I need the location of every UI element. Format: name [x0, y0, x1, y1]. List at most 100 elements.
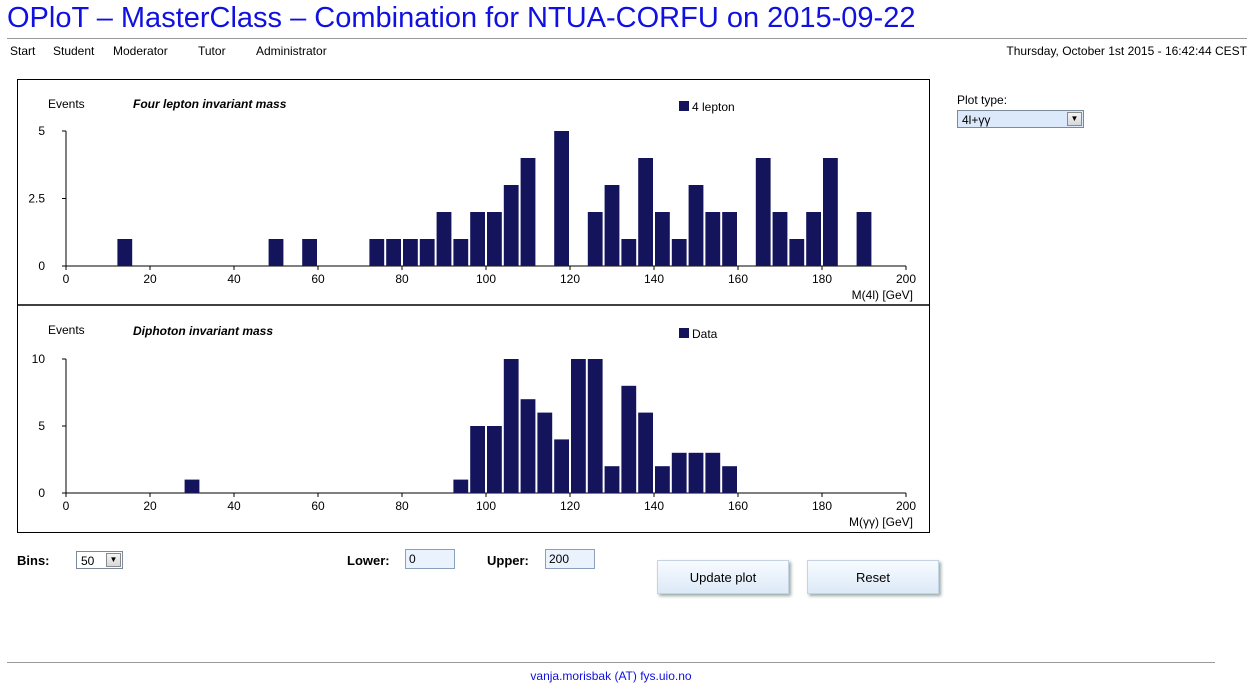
panel1-x-tick-label: 20: [143, 272, 157, 286]
panel2-bar: [638, 412, 653, 493]
plot-panel: 0 2.5 5 0 20 40 60 80 100 120 140 160 180 200 Events Fo…: [17, 79, 930, 533]
panel2-x-tick-label: 20: [143, 499, 157, 513]
panel1-bar: [487, 212, 502, 266]
panel1-bar: [117, 239, 133, 266]
panel2-legend-label: Data: [692, 327, 718, 341]
panel2-y-axis-label: Events: [48, 323, 85, 337]
footer-divider: [7, 662, 1215, 663]
panel1-x-tick-label: 40: [227, 272, 241, 286]
panel2-x-tick-label: 0: [63, 499, 70, 513]
panel1-bar: [621, 239, 637, 266]
panel2-bar: [487, 426, 502, 493]
panel1-bar: [302, 239, 317, 266]
chevron-down-icon[interactable]: ▼: [106, 553, 121, 567]
upper-input[interactable]: [545, 549, 595, 569]
panel1-x-tick-label: 180: [812, 272, 832, 286]
lower-label: Lower:: [347, 553, 390, 568]
panel1-bar: [823, 158, 838, 266]
panel1-bar: [755, 158, 771, 266]
panel1-x-tick-label: 140: [644, 272, 664, 286]
panel1-bar: [856, 212, 872, 266]
panel1-x-tick-label: 160: [728, 272, 748, 286]
panel2-bar: [671, 452, 687, 493]
panel1-bar: [688, 185, 704, 266]
panel1-y-tick-label: 0: [38, 259, 45, 273]
nav-administrator[interactable]: Administrator: [256, 44, 327, 58]
lower-input[interactable]: [405, 549, 455, 569]
panel1-bar: [604, 185, 620, 266]
panel2-x-tick-label: 140: [644, 499, 664, 513]
bins-label: Bins:: [17, 553, 50, 568]
reset-button[interactable]: Reset: [807, 560, 939, 594]
nav-tutor[interactable]: Tutor: [198, 44, 226, 58]
panel2-bar: [705, 452, 721, 493]
panel2-bar: [184, 479, 200, 493]
panel1-bar: [470, 212, 485, 266]
panel1-bar: [503, 185, 519, 266]
panel2-x-tick-label: 180: [812, 499, 832, 513]
plot-type-select[interactable]: 4l+γγ ▼: [957, 110, 1084, 128]
panel2-bar: [503, 359, 519, 493]
panel2-bar: [453, 479, 469, 493]
nav-student[interactable]: Student: [53, 44, 95, 58]
plot-type-value: 4l+γγ: [962, 113, 991, 127]
panel2-bar: [621, 385, 637, 493]
panel1-legend-swatch: [679, 101, 689, 111]
panel1-bar: [705, 212, 721, 266]
panel1-bar: [268, 239, 284, 266]
panel2-bar: [470, 426, 485, 493]
upper-label: Upper:: [487, 553, 529, 568]
panel1-bar: [554, 131, 569, 266]
panel1-x-tick-label: 120: [560, 272, 580, 286]
panel1-bar: [587, 212, 603, 266]
panel1-bar: [386, 239, 401, 266]
nav-moderator[interactable]: Moderator: [113, 44, 168, 58]
panel2-x-axis-label: M(γγ) [GeV]: [849, 515, 913, 529]
panel1-x-tick-label: 60: [311, 272, 325, 286]
panel2-bar: [571, 359, 586, 493]
panel1-bar: [453, 239, 469, 266]
panel2-chart-title: Diphoton invariant mass: [133, 324, 273, 338]
footer-contact[interactable]: vanja.morisbak (AT) fys.uio.no: [530, 669, 692, 683]
panel1-bar: [806, 212, 821, 266]
panel2-y-tick-label: 0: [38, 486, 45, 500]
panel1-bar: [419, 239, 435, 266]
panel1-x-tick-label: 0: [63, 272, 70, 286]
panel1-y-axis-label: Events: [48, 97, 85, 111]
panel2-x-tick-label: 100: [476, 499, 496, 513]
nav-start[interactable]: Start: [10, 44, 36, 58]
panel1-bar: [655, 212, 670, 266]
panel1-y-tick-label: 5: [38, 124, 45, 138]
panel1-bar: [789, 239, 805, 266]
update-plot-button[interactable]: Update plot: [657, 560, 789, 594]
page-title: OPloT – MasterClass – Combination for NT…: [7, 2, 916, 34]
panel2-x-tick-label: 40: [227, 499, 241, 513]
panel2-legend-swatch: [679, 328, 689, 338]
panel1-x-axis-label: M(4l) [GeV]: [852, 288, 913, 302]
panel2-x-tick-label: 120: [560, 499, 580, 513]
chevron-down-icon[interactable]: ▼: [1067, 112, 1082, 126]
datetime: Thursday, October 1st 2015 - 16:42:44 CE…: [1006, 44, 1247, 58]
panel2-bar: [520, 399, 536, 493]
panel2-x-tick-label: 60: [311, 499, 325, 513]
panel2-x-tick-label: 80: [395, 499, 409, 513]
panel1-bar: [520, 158, 536, 266]
panel2-x-tick-label: 200: [896, 499, 916, 513]
panel1-bar: [722, 212, 737, 266]
panel1-chart-title: Four lepton invariant mass: [133, 97, 287, 111]
panel2-x-tick-label: 160: [728, 499, 748, 513]
panel1-legend-label: 4 lepton: [692, 100, 735, 114]
panel2-bar: [537, 412, 553, 493]
panel2-bar: [722, 466, 737, 493]
plot-type-label: Plot type:: [957, 93, 1008, 107]
panel2-y-tick-label: 5: [38, 419, 45, 433]
panel2-bar: [655, 466, 670, 493]
bins-select[interactable]: 50 ▼: [76, 551, 123, 569]
panel2-y-tick-label: 10: [32, 352, 46, 366]
panel1-bar: [638, 158, 653, 266]
panel1-bar: [772, 212, 788, 266]
panel1-bar: [671, 239, 687, 266]
title-divider: [7, 38, 1247, 39]
panel1-bar: [403, 239, 418, 266]
